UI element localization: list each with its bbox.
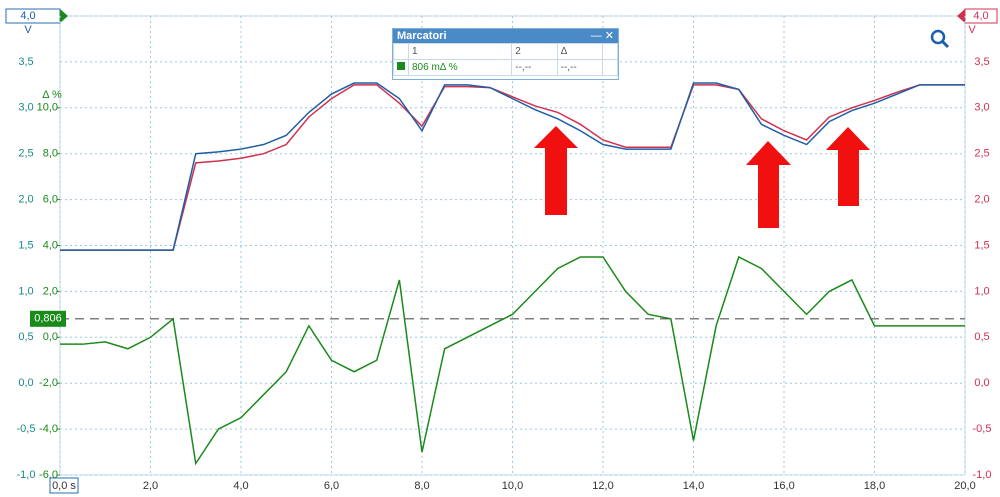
y2-tick-label: -4,0: [39, 423, 58, 435]
y2-tick-label: 6,0: [43, 194, 58, 206]
y2-tick-label: 4,0: [43, 239, 58, 251]
panel-controls[interactable]: — ✕: [590, 30, 614, 42]
x-tick-label: 20,0: [954, 480, 975, 492]
x-tick-label: 2,0: [143, 480, 158, 492]
y-right-tick-label: 1,5: [974, 239, 989, 251]
panel-title: Marcatori: [397, 30, 447, 42]
y-tick-label: 3,0: [18, 102, 33, 114]
y-unit: V: [24, 24, 32, 36]
y-tick-label: -0,5: [17, 423, 36, 435]
column-header: 1: [407, 43, 513, 60]
y-tick-label: 3,5: [18, 56, 33, 68]
y-tick-label: 2,0: [18, 194, 33, 206]
column-header: Δ: [556, 43, 604, 60]
x-tick-label: 18,0: [864, 480, 885, 492]
marker-row-label: 806 mΔ %: [407, 59, 513, 76]
y-tick-label: 0,0: [18, 377, 33, 389]
y-tick-label: 1,5: [18, 239, 33, 251]
x-origin-box: [49, 477, 79, 494]
y-tick-label: 1,0: [18, 285, 33, 297]
zoom-icon[interactable]: [930, 29, 950, 49]
axis-handle: [957, 9, 965, 23]
marker-label: 0,806: [34, 313, 62, 325]
axis-handle: [60, 9, 68, 23]
y-tick-label: 4,0: [20, 10, 35, 22]
y2-tick-label: -2,0: [39, 377, 58, 389]
x-tick-label: 16,0: [773, 480, 794, 492]
x-tick-label: 14,0: [683, 480, 704, 492]
x-tick-label: 4,0: [233, 480, 248, 492]
x-tick-label: 12,0: [592, 480, 613, 492]
arrows: [534, 126, 870, 228]
series-line: [60, 255, 965, 466]
series-line: [60, 84, 965, 251]
y2-tick-label: 0,0: [43, 331, 58, 343]
y2-tick-label: 10,0: [37, 102, 58, 114]
y-right-tick-label: -0,5: [973, 423, 992, 435]
x-tick-label: 6,0: [324, 480, 339, 492]
y-right-tick-label: -1,0: [973, 469, 992, 481]
marker-cell: --,--: [511, 59, 558, 76]
panel-header: Marcatori — ✕: [393, 29, 618, 43]
y-right-tick-label: 3,0: [974, 102, 989, 114]
y-tick-label: 2,5: [18, 148, 33, 160]
y2-tick-label: 8,0: [43, 148, 58, 160]
y-tick-label: -1,0: [17, 469, 36, 481]
column-header: 2: [511, 43, 558, 60]
x-tick-label: 10,0: [502, 480, 523, 492]
y-tick-label: 0,5: [18, 331, 33, 343]
series-line: [60, 82, 965, 251]
y-right-tick-label: 0,5: [974, 331, 989, 343]
plot-layer: -1,0 -1,0 -0,5 -0,5 0,0 0,0 0,5 0,5 1,0 1,0 1,5 1,5…: [5, 8, 998, 494]
y-right-tick-label: 1,0: [974, 285, 989, 297]
marker-cell: --,--: [556, 59, 604, 76]
y-right-tick-label: 2,5: [974, 148, 989, 160]
marker-swatch: [397, 62, 405, 70]
y2-unit: Δ %: [42, 89, 62, 101]
y-right-tick-label: 2,0: [974, 194, 989, 206]
y2-tick-label: 2,0: [43, 285, 58, 297]
x-tick-label: 0,0 s: [52, 480, 76, 492]
arrow: [826, 127, 870, 206]
y-right-tick-label: 0,0: [974, 377, 989, 389]
arrow: [746, 141, 791, 228]
arrow: [534, 126, 578, 215]
y-right-tick-label: 3,5: [974, 56, 989, 68]
x-tick-label: 8,0: [414, 480, 429, 492]
y-right-tick-label: 4,0: [973, 10, 988, 22]
y-right-unit: V: [968, 24, 976, 36]
marker-box: [30, 310, 66, 327]
